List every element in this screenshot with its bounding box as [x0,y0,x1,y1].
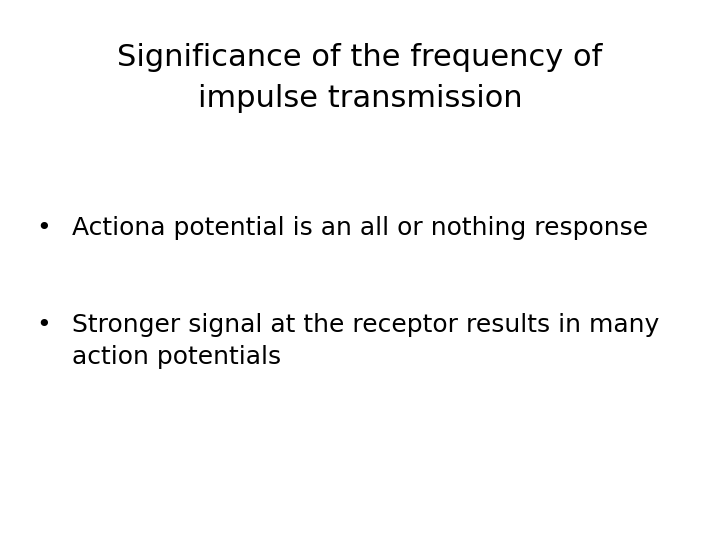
Text: Stronger signal at the receptor results in many
action potentials: Stronger signal at the receptor results … [72,313,660,369]
Text: Significance of the frequency of
impulse transmission: Significance of the frequency of impulse… [117,43,603,113]
Text: Actiona potential is an all or nothing response: Actiona potential is an all or nothing r… [72,216,648,240]
Text: •: • [36,313,50,337]
Text: •: • [36,216,50,240]
